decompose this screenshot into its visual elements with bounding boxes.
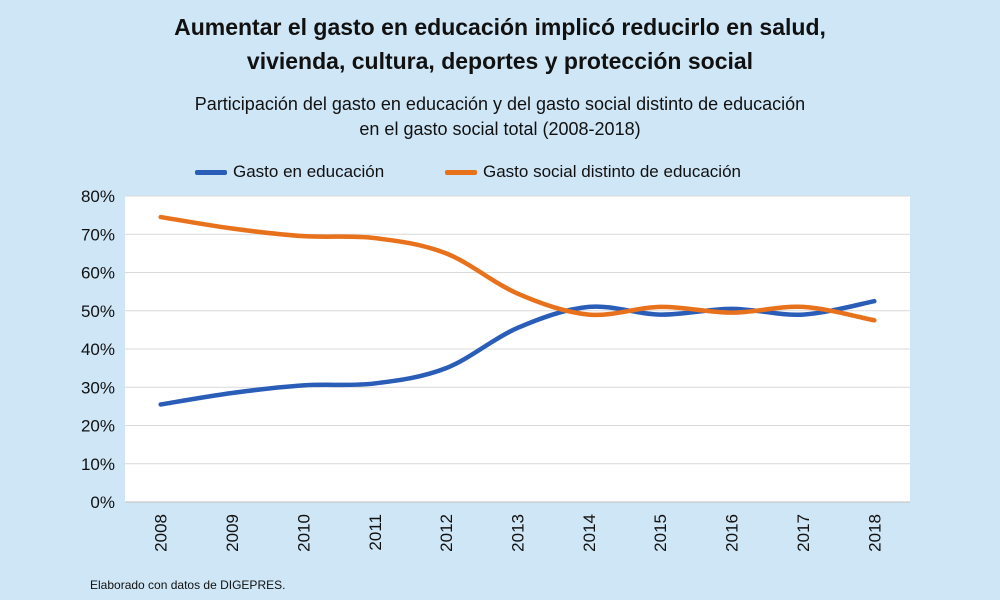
chart-title-line-1: Aumentar el gasto en educación implicó r… (174, 14, 826, 40)
x-tick-label: 2014 (580, 514, 599, 552)
y-tick-label: 30% (81, 378, 115, 397)
legend-label-education: Gasto en educación (233, 162, 385, 181)
x-tick-label: 2009 (223, 514, 242, 552)
y-tick-label: 20% (81, 417, 115, 436)
y-tick-label: 0% (90, 493, 115, 512)
chart-subtitle-line-1: Participación del gasto en educación y d… (194, 94, 806, 114)
legend-swatch-education (195, 169, 227, 175)
legend-item-education: Gasto en educación (195, 162, 384, 182)
legend-item-other-social: Gasto social distinto de educación (445, 162, 741, 182)
chart-subtitle: Participación del gasto en educación y d… (0, 92, 1000, 142)
y-tick-label: 80% (81, 187, 115, 206)
chart-title: Aumentar el gasto en educación implicó r… (0, 10, 1000, 78)
source-note: Elaborado con datos de DIGEPRES. (90, 578, 286, 592)
chart-legend: Gasto en educación Gasto social distinto… (0, 162, 1000, 192)
x-tick-label: 2012 (437, 514, 456, 552)
x-tick-label: 2008 (152, 514, 171, 552)
y-tick-label: 50% (81, 302, 115, 321)
chart-title-line-2: vivienda, cultura, deportes y protección… (246, 48, 754, 74)
y-tick-label: 70% (81, 225, 115, 244)
x-tick-label: 2011 (366, 514, 385, 551)
legend-label-other-social: Gasto social distinto de educación (483, 162, 741, 181)
x-tick-label: 2013 (509, 514, 528, 552)
y-tick-label: 40% (81, 340, 115, 359)
x-tick-label: 2010 (294, 514, 313, 552)
y-tick-label: 60% (81, 264, 115, 283)
x-tick-label: 2016 (723, 514, 742, 552)
y-tick-label: 10% (81, 455, 115, 474)
legend-swatch-other-social (445, 169, 477, 175)
x-tick-label: 2018 (865, 514, 884, 552)
x-tick-label: 2015 (651, 514, 670, 552)
series-line-other-social (158, 214, 877, 323)
x-tick-label: 2017 (794, 514, 813, 552)
chart-subtitle-line-2: en el gasto social total (2008-2018) (359, 119, 641, 139)
